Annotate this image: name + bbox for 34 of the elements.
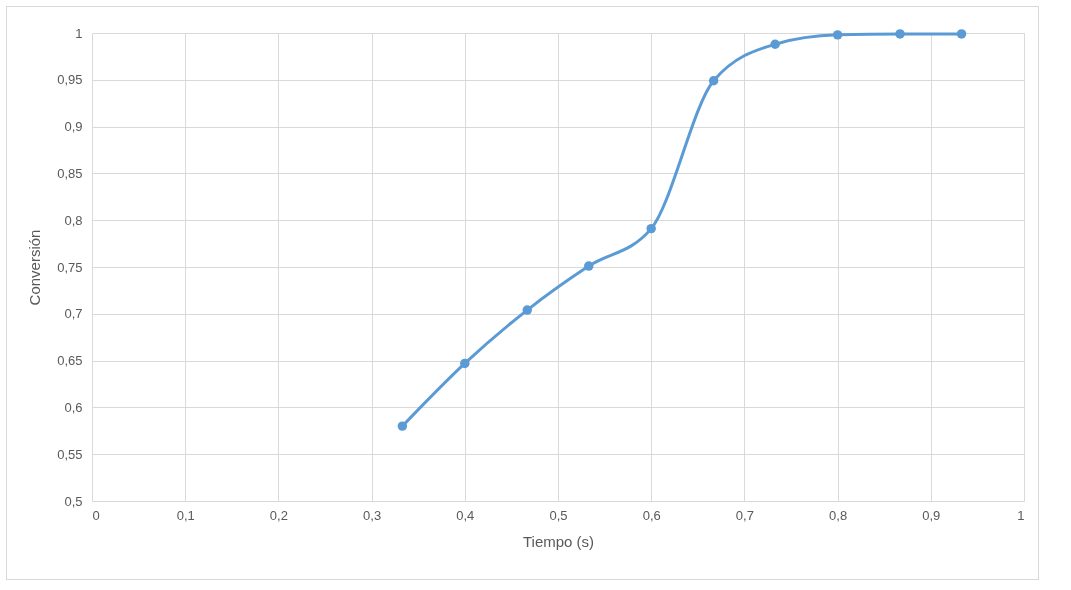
y-tick-label: 0,9	[64, 119, 83, 135]
x-tick-label: 0,4	[456, 507, 475, 523]
y-tick-label: 0,65	[57, 353, 83, 369]
point	[708, 76, 719, 86]
point	[895, 29, 905, 39]
y-tick-label: 0,7	[64, 306, 83, 322]
x-tick-label: 0,8	[829, 507, 848, 523]
y-tick-label: 0,55	[57, 446, 83, 462]
point	[770, 39, 780, 49]
point	[832, 30, 843, 40]
x-tick-label: 0,7	[735, 507, 754, 523]
x-tick-label: 0,1	[176, 507, 195, 523]
point	[397, 421, 408, 431]
point	[584, 261, 594, 271]
y-tick-label: 1	[75, 25, 83, 41]
point	[460, 358, 470, 369]
x-tick-label: 0,5	[549, 507, 568, 523]
y-tick-label: 0,85	[57, 165, 83, 181]
x-axis-title: Tiempo (s)	[522, 532, 595, 550]
y-tick-label: 0,6	[64, 399, 83, 415]
point	[522, 305, 532, 315]
y-axis-title: Conversión	[26, 229, 44, 306]
x-tick-label: 0,6	[642, 507, 661, 523]
y-tick-label: 0,75	[57, 259, 83, 275]
x-tick-label: 1	[1017, 507, 1025, 523]
y-tick-label: 0,95	[57, 72, 83, 88]
x-tick-label: 0	[92, 507, 100, 523]
y-tick-label: 0,5	[64, 493, 83, 509]
x-tick-label: 0,2	[269, 507, 288, 523]
x-tick-label: 0,3	[363, 507, 382, 523]
point	[646, 223, 656, 234]
point	[956, 29, 967, 39]
x-tick-label: 0,9	[922, 507, 941, 523]
y-tick-label: 0,8	[64, 212, 83, 228]
